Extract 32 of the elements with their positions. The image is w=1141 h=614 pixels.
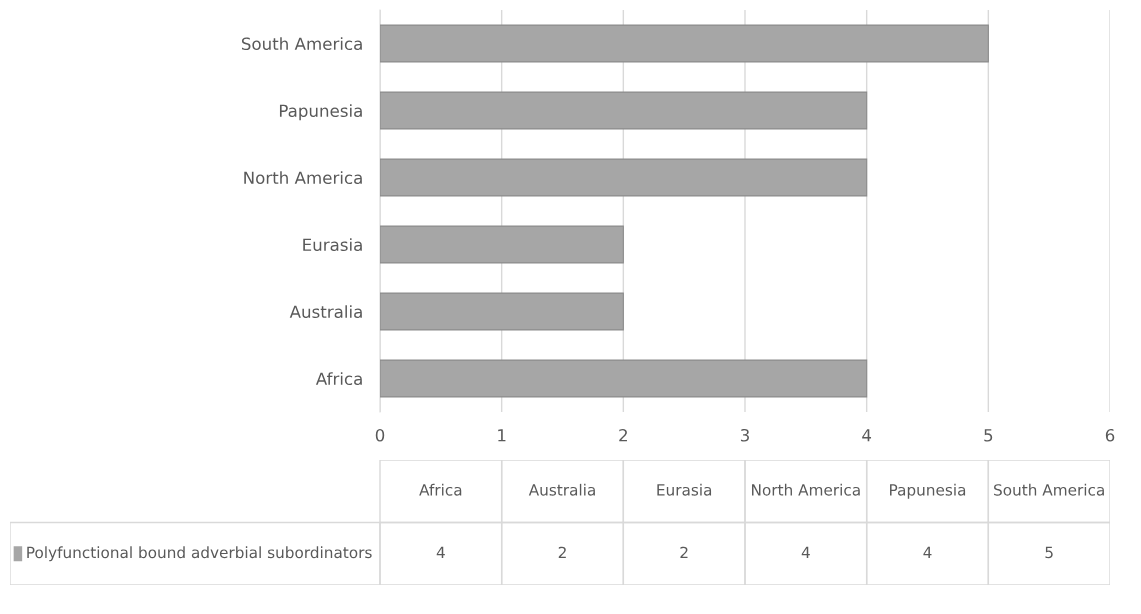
data-label: 5 bbox=[1045, 546, 1053, 559]
bar bbox=[380, 24, 989, 63]
bar bbox=[380, 158, 868, 197]
category-label: Eurasia bbox=[657, 483, 712, 496]
y-tick-label: South America bbox=[241, 37, 362, 51]
bar bbox=[380, 91, 868, 130]
x-tick-label: 1 bbox=[498, 429, 506, 442]
category-label: Africa bbox=[419, 483, 462, 496]
category-label: Australia bbox=[528, 483, 595, 496]
data-label: 4 bbox=[436, 546, 445, 558]
x-tick-label: 5 bbox=[984, 429, 993, 442]
bar bbox=[380, 359, 868, 398]
data-label: 4 bbox=[923, 546, 932, 558]
data-label: 2 bbox=[680, 546, 688, 558]
y-tick-label: Australia bbox=[289, 305, 362, 319]
bar bbox=[380, 292, 624, 331]
category-label: North America bbox=[752, 483, 860, 496]
x-tick-label: 2 bbox=[619, 428, 627, 442]
y-tick-label: Africa bbox=[315, 372, 362, 386]
data-label: 4 bbox=[801, 546, 810, 558]
data-label: 2 bbox=[558, 546, 566, 558]
category-label: South America bbox=[994, 483, 1104, 496]
y-tick-label: Papunesia bbox=[279, 104, 362, 121]
x-tick-label: 6 bbox=[1105, 428, 1115, 442]
bar bbox=[380, 225, 624, 264]
category-label: Papunesia bbox=[890, 483, 966, 499]
x-tick-label: 0 bbox=[375, 428, 385, 442]
x-tick-label: 3 bbox=[740, 428, 749, 442]
x-tick-label: 4 bbox=[862, 429, 872, 442]
y-tick-label: North America bbox=[244, 171, 362, 185]
legend-label: Polyfunctional bound adverbial subordinators bbox=[27, 546, 372, 562]
y-tick-label: Eurasia bbox=[303, 238, 362, 252]
